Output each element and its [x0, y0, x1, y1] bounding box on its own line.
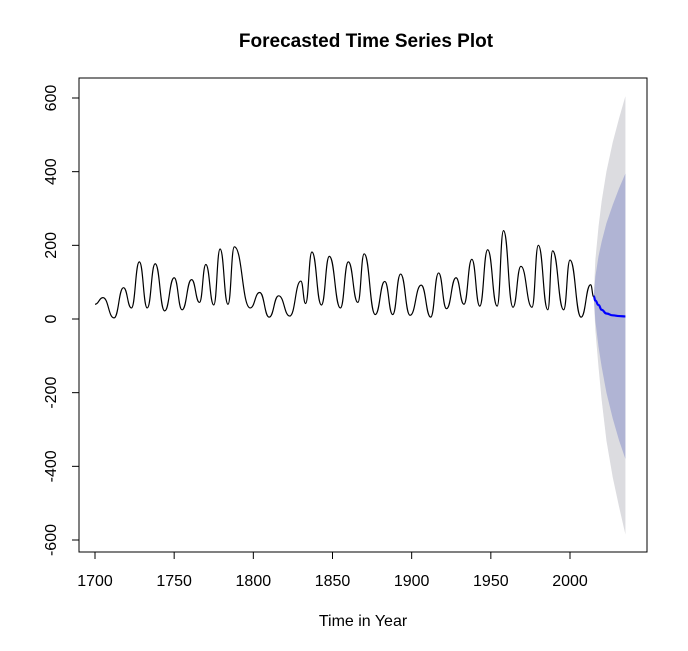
- x-tick-label: 1900: [394, 573, 430, 590]
- x-tick-label: 1950: [473, 573, 509, 590]
- y-axis: -600 -400 -200 0 200 400 600: [43, 85, 80, 556]
- y-tick-label: -200: [43, 377, 60, 409]
- chart-title: Forecasted Time Series Plot: [239, 31, 494, 52]
- y-tick-label: 0: [43, 314, 60, 323]
- interval-80-band: [593, 173, 626, 459]
- x-tick-label: 1850: [315, 573, 351, 590]
- forecast-mean-line: [592, 295, 626, 318]
- plot-area: [94, 96, 626, 535]
- y-tick-label: -600: [43, 524, 60, 556]
- y-tick-label: 200: [43, 232, 60, 259]
- x-axis: 1700 1750 1800 1850 1900 1950 2000: [77, 551, 588, 590]
- x-tick-label: 1800: [236, 573, 272, 590]
- observed-series-line: [94, 229, 595, 319]
- plot-frame: [78, 77, 648, 553]
- x-tick-label: 1700: [77, 573, 113, 590]
- y-tick-label: 600: [43, 85, 60, 112]
- x-axis-label: Time in Year: [319, 613, 408, 630]
- x-tick-label: 2000: [552, 573, 588, 590]
- x-tick-label: 1750: [156, 573, 192, 590]
- y-tick-label: 400: [43, 158, 60, 185]
- y-tick-label: -400: [43, 450, 60, 482]
